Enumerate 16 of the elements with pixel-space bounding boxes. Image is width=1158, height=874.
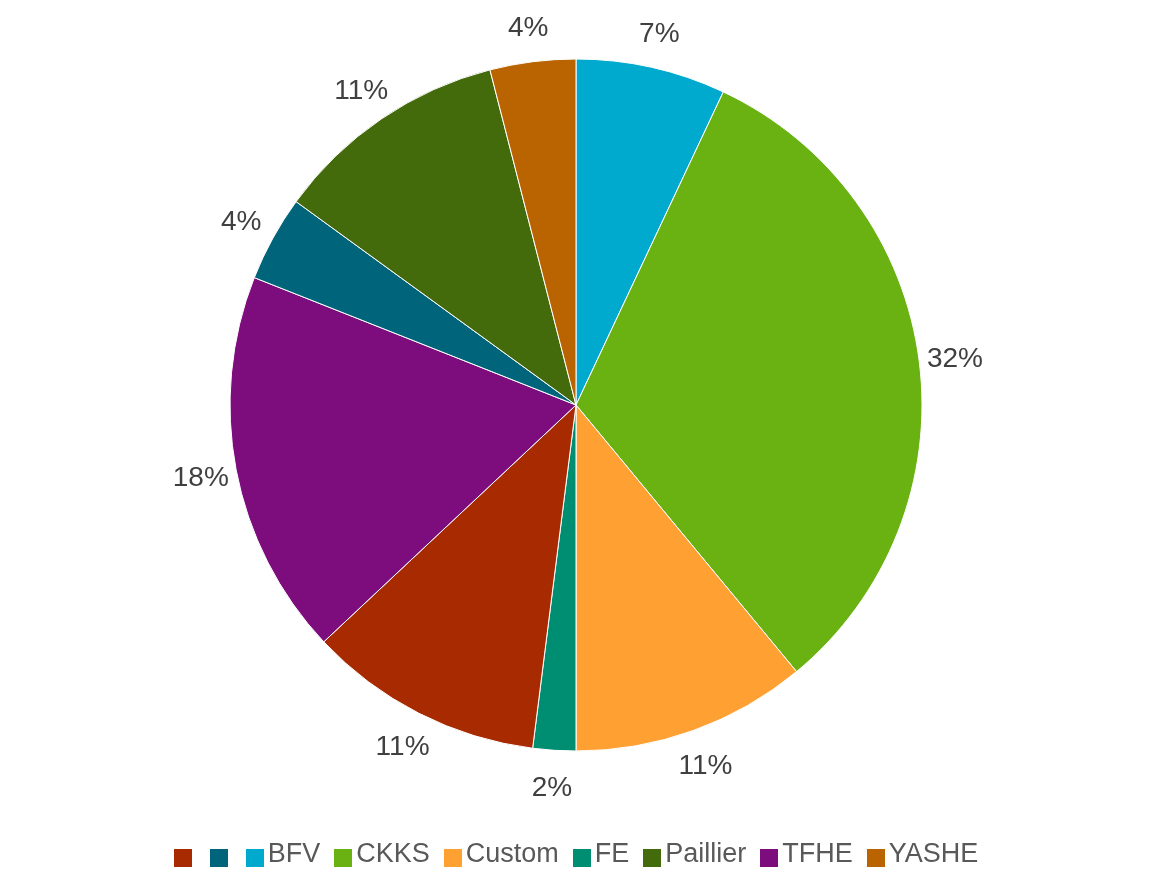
data-label: 2% [531,770,573,802]
data-label: 11% [334,73,389,105]
legend-label: YASHE [888,838,979,868]
legend-label: BFV [267,838,321,868]
legend-label: FE [594,838,630,868]
data-label: 18% [172,461,229,493]
data-label: 4% [221,205,262,237]
data-label: 7% [639,16,680,48]
legend-label: TFHE [782,838,853,868]
legend-label: Paillier [665,838,747,868]
legend-label: Custom [465,838,559,868]
data-label: 32% [926,341,984,373]
data-label: 11% [375,729,430,761]
data-label: 11% [678,748,733,780]
legend-label: CKKS [356,838,430,868]
data-label: 4% [507,10,549,42]
